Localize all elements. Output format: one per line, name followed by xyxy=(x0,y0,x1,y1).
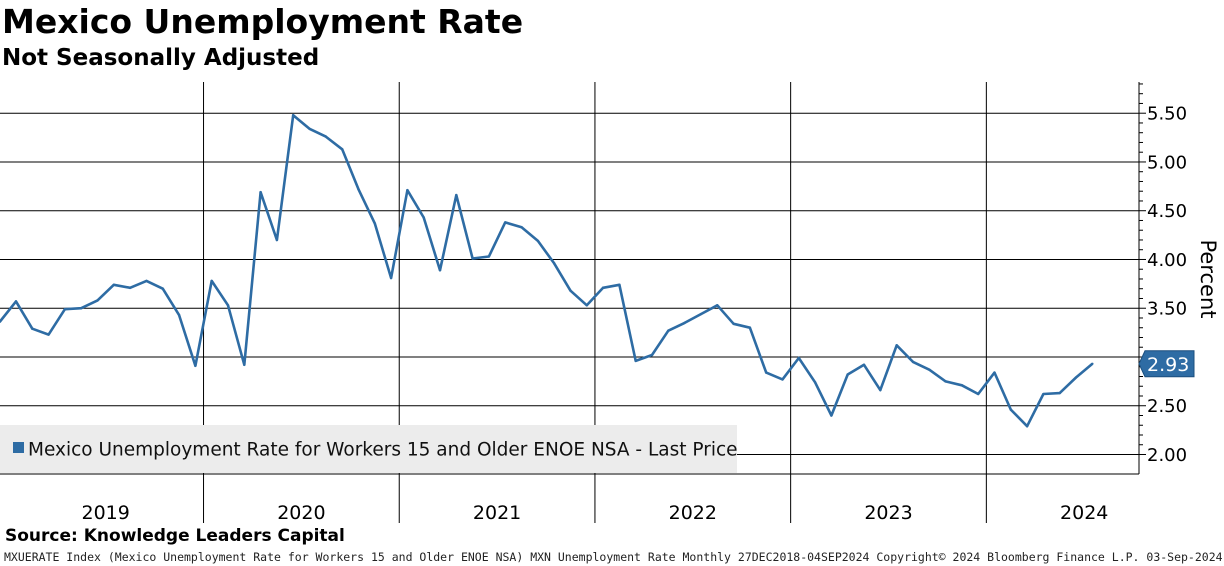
data-point-22 xyxy=(357,188,360,191)
data-point-34 xyxy=(552,262,556,265)
x-year-label-2024: 2024 xyxy=(1060,502,1108,524)
data-point-41 xyxy=(667,329,670,332)
x-year-label-2023: 2023 xyxy=(864,502,912,524)
legend-label: Mexico Unemployment Rate for Workers 15 … xyxy=(28,440,738,461)
data-point-8 xyxy=(128,286,132,289)
legend-swatch xyxy=(13,442,24,453)
data-point-63 xyxy=(1025,425,1029,428)
data-point-23 xyxy=(373,222,376,225)
y-tick-label-6: 5.00 xyxy=(1147,152,1187,173)
data-point-44 xyxy=(716,304,719,307)
data-point-30 xyxy=(487,255,491,258)
bloomberg-footer: MXUERATE Index (Mexico Unemployment Rate… xyxy=(4,550,1224,564)
data-point-59 xyxy=(960,384,964,387)
data-point-18 xyxy=(292,113,295,117)
data-point-5 xyxy=(80,307,83,310)
data-point-6 xyxy=(96,299,99,302)
data-point-3 xyxy=(47,333,50,336)
data-point-53 xyxy=(862,363,866,366)
last-value-label: 2.93 xyxy=(1147,354,1189,376)
y-tick-label-4: 4.00 xyxy=(1147,250,1187,271)
data-point-20 xyxy=(324,135,328,138)
data-point-28 xyxy=(455,193,458,197)
data-point-48 xyxy=(781,378,784,381)
legend-box xyxy=(0,425,737,473)
data-point-67 xyxy=(1091,362,1094,366)
data-point-58 xyxy=(944,380,947,383)
data-point-64 xyxy=(1042,392,1045,396)
y-tick-label-5: 4.50 xyxy=(1147,201,1187,222)
data-point-17 xyxy=(275,238,279,242)
y-tick-label-0: 2.00 xyxy=(1147,445,1187,466)
data-point-0 xyxy=(0,320,1,324)
data-point-51 xyxy=(830,414,833,417)
data-point-2 xyxy=(31,327,34,330)
data-point-16 xyxy=(259,190,262,194)
series-line xyxy=(0,113,1094,428)
last-value-badge xyxy=(1138,350,1195,378)
data-point-45 xyxy=(732,322,735,326)
data-point-46 xyxy=(748,326,752,329)
y-tick-label-1: 2.50 xyxy=(1147,396,1187,417)
data-point-55 xyxy=(895,344,898,347)
data-point-24 xyxy=(389,276,393,280)
y-tick-label-3: 3.50 xyxy=(1147,299,1187,320)
data-point-12 xyxy=(194,364,197,367)
data-point-56 xyxy=(911,360,915,364)
x-year-label-2019: 2019 xyxy=(82,502,130,524)
data-point-7 xyxy=(112,283,116,287)
data-point-33 xyxy=(536,239,540,243)
data-point-26 xyxy=(422,216,425,219)
data-point-13 xyxy=(210,279,213,283)
data-point-25 xyxy=(406,189,409,192)
data-point-61 xyxy=(993,371,996,374)
data-point-27 xyxy=(438,268,442,272)
y-tick-label-7: 5.50 xyxy=(1147,104,1187,125)
data-point-43 xyxy=(699,312,703,316)
data-point-14 xyxy=(226,304,230,307)
data-point-39 xyxy=(634,359,637,363)
data-point-36 xyxy=(585,304,588,307)
data-point-35 xyxy=(569,289,572,292)
x-year-label-2022: 2022 xyxy=(669,502,717,524)
data-point-66 xyxy=(1074,376,1078,379)
data-point-29 xyxy=(471,257,474,260)
x-year-label-2020: 2020 xyxy=(277,502,325,524)
data-point-40 xyxy=(650,353,654,357)
data-point-54 xyxy=(879,388,882,392)
data-point-50 xyxy=(813,381,817,384)
data-point-10 xyxy=(161,287,164,290)
data-point-1 xyxy=(14,300,18,303)
data-point-4 xyxy=(63,308,67,311)
data-point-19 xyxy=(308,127,311,131)
data-point-60 xyxy=(976,392,980,396)
data-point-52 xyxy=(846,373,849,376)
data-point-11 xyxy=(177,313,181,317)
data-point-37 xyxy=(601,286,605,289)
data-point-47 xyxy=(764,371,768,374)
chart-title: Mexico Unemployment Rate xyxy=(2,2,524,41)
data-point-49 xyxy=(797,356,801,360)
data-point-38 xyxy=(618,283,621,287)
data-point-65 xyxy=(1058,391,1061,395)
source-note: Source: Knowledge Leaders Capital xyxy=(5,526,345,546)
data-point-15 xyxy=(243,363,246,366)
y-axis-title: Percent xyxy=(1196,239,1220,318)
data-point-57 xyxy=(928,368,931,371)
chart-subtitle: Not Seasonally Adjusted xyxy=(2,45,320,71)
data-point-62 xyxy=(1009,408,1013,411)
data-point-32 xyxy=(520,226,523,229)
data-point-31 xyxy=(504,221,507,224)
x-year-label-2021: 2021 xyxy=(473,502,521,524)
data-point-42 xyxy=(683,321,686,325)
data-point-9 xyxy=(145,279,148,283)
data-point-21 xyxy=(340,148,344,151)
